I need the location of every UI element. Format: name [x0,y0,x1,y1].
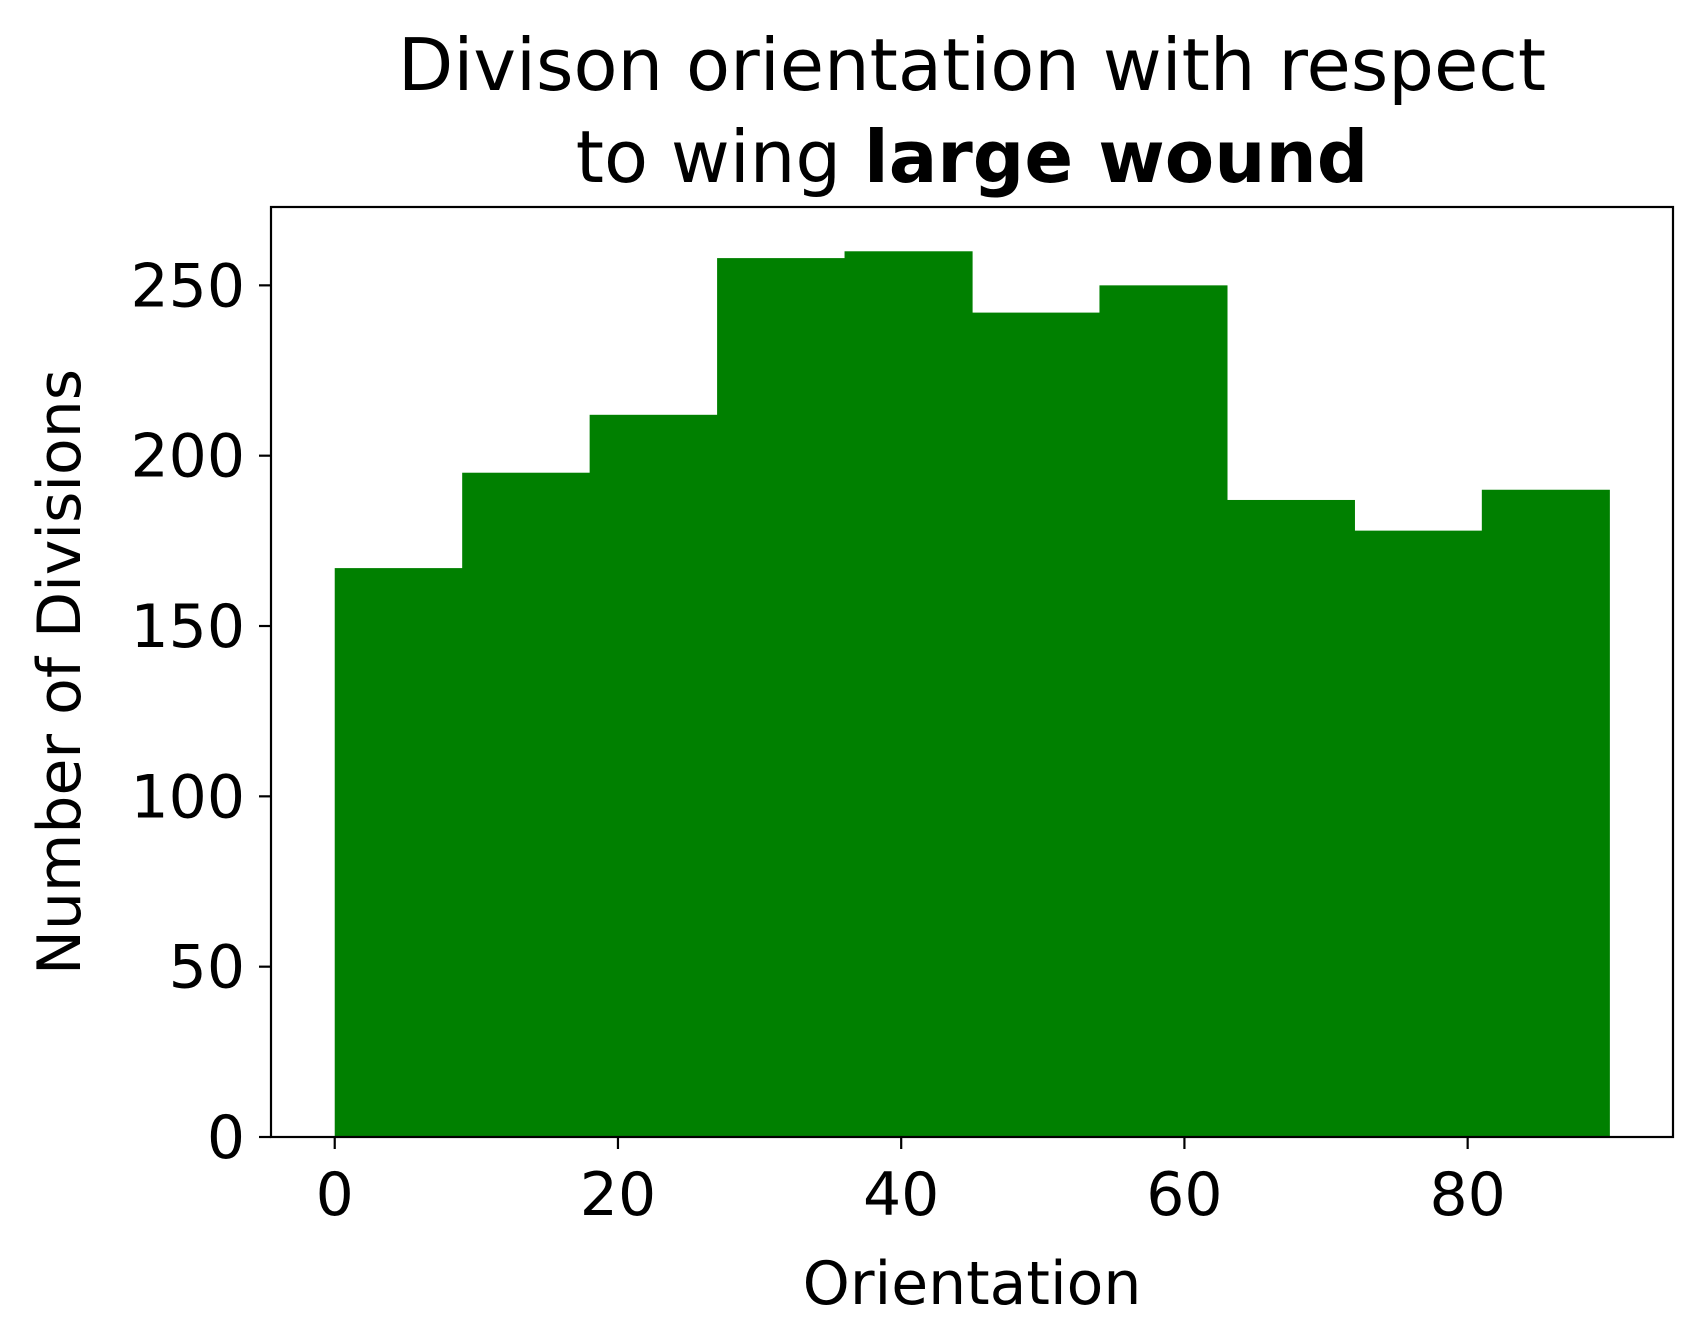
histogram-bar-6 [1099,285,1228,1137]
x-axis-label: Orientation [803,1249,1142,1319]
histogram-bar-5 [972,312,1101,1138]
chart-title-bold-segment: large wound [864,115,1368,199]
x-tick-label: 60 [1146,1160,1222,1230]
x-tick-label: 80 [1429,1160,1505,1230]
histogram-bar-8 [1354,530,1483,1137]
histogram-bar-0 [334,568,463,1137]
histogram-bar-2 [589,414,718,1137]
histogram-bar-4 [844,251,973,1138]
y-tick-label: 250 [130,251,245,321]
chart-title-segment: Divison orientation with respect [398,23,1546,107]
chart-title-line: Divison orientation with respect [398,23,1546,107]
chart-title-segment: to wing [576,115,864,199]
chart-title-line: to wing large wound [576,115,1369,199]
histogram-bar-9 [1481,489,1610,1137]
histogram-bar-1 [462,472,591,1137]
histogram-bar-7 [1226,499,1355,1137]
x-axis-ticks: 0 20 40 60 80 [316,1137,1506,1230]
y-tick-label: 150 [130,592,245,662]
y-tick-label: 50 [169,933,245,1003]
y-tick-label: 200 [130,422,245,492]
y-tick-label: 0 [207,1103,245,1173]
plot-frame [269,205,1675,1139]
y-axis-ticks: 0 50 100 150 200 250 [130,251,271,1173]
y-tick-label: 100 [130,762,245,832]
x-tick-label: 0 [316,1160,354,1230]
x-tick-label: 40 [863,1160,939,1230]
histogram-bars [334,251,1610,1138]
y-axis-label: Number of Divisions [25,369,95,975]
histogram-bar-3 [717,258,846,1138]
x-tick-label: 20 [580,1160,656,1230]
